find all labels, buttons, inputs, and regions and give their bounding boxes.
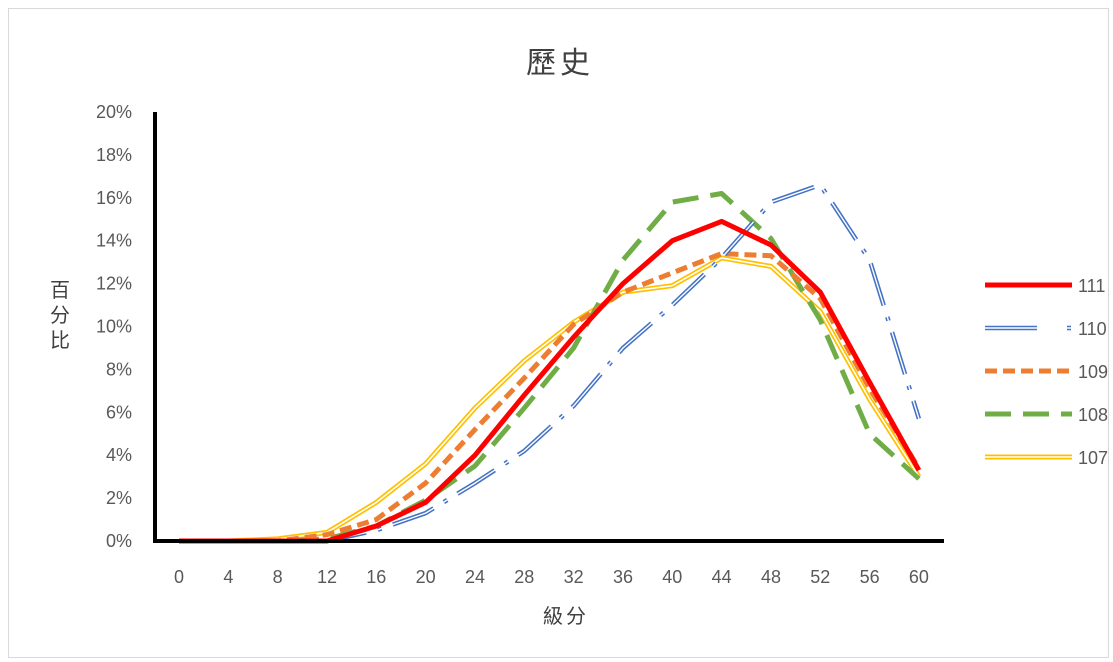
x-tick-label: 8 xyxy=(273,567,283,587)
x-tick-label: 56 xyxy=(860,567,880,587)
y-tick-label: 16% xyxy=(96,188,132,208)
x-tick-label: 16 xyxy=(366,567,386,587)
legend-item-111: 111 xyxy=(985,276,1105,296)
x-tick-label: 48 xyxy=(761,567,781,587)
legend-label: 110 xyxy=(1078,319,1107,339)
legend-item-107: 107 xyxy=(985,448,1108,468)
series-107-line xyxy=(179,255,922,544)
y-axis-label: 百分比 xyxy=(50,278,70,352)
legend-item-108: 108 xyxy=(985,405,1108,425)
chart-title: 歷史 xyxy=(526,46,594,81)
x-tick-label: 32 xyxy=(564,567,584,587)
legend: 111 110 109 108 107 xyxy=(985,276,1108,468)
x-tick-label: 36 xyxy=(613,567,633,587)
x-tick-label: 12 xyxy=(317,567,337,587)
x-tick-label: 24 xyxy=(465,567,485,587)
series-110-line xyxy=(179,182,922,544)
y-tick-label: 8% xyxy=(106,359,132,379)
x-tick-label: 20 xyxy=(416,567,436,587)
y-tick-label: 0% xyxy=(106,531,132,551)
x-axis-label: 級分 xyxy=(543,604,589,628)
x-tick-label: 44 xyxy=(712,567,732,587)
series-109-line xyxy=(179,251,922,544)
series-layer xyxy=(179,182,922,544)
y-tick-labels: 0% 2% 4% 6% 8% 10% 12% 14% 16% 18% 20% xyxy=(96,102,132,551)
legend-item-110: 110 xyxy=(985,319,1107,339)
x-tick-label: 0 xyxy=(174,567,184,587)
x-tick-label: 52 xyxy=(810,567,830,587)
y-tick-label: 20% xyxy=(96,102,132,122)
legend-item-109: 109 xyxy=(985,362,1108,382)
legend-label: 108 xyxy=(1078,405,1108,425)
y-tick-label: 12% xyxy=(96,274,132,294)
x-tick-label: 60 xyxy=(909,567,929,587)
x-tick-label: 40 xyxy=(662,567,682,587)
x-tick-label: 28 xyxy=(514,567,534,587)
y-tick-label: 10% xyxy=(96,317,132,337)
x-tick-label: 4 xyxy=(223,567,233,587)
legend-label: 107 xyxy=(1078,448,1108,468)
legend-label: 111 xyxy=(1078,276,1105,296)
y-tick-label: 6% xyxy=(106,402,132,422)
axes xyxy=(153,112,944,543)
legend-label: 109 xyxy=(1078,362,1108,382)
x-tick-labels: 0 4 8 12 16 20 24 28 32 36 40 44 48 52 56 60 xyxy=(174,567,929,587)
y-tick-label: 4% xyxy=(106,445,132,465)
y-tick-label: 18% xyxy=(96,145,132,165)
y-tick-label: 2% xyxy=(106,488,132,508)
y-tick-label: 14% xyxy=(96,231,132,251)
